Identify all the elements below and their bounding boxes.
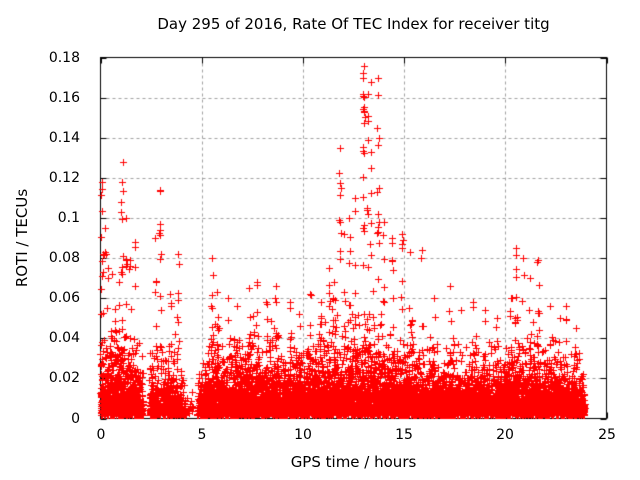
x-tick-label: 10 xyxy=(294,427,312,443)
x-tick-label: 5 xyxy=(197,427,207,443)
x-axis-label: GPS time / hours xyxy=(290,453,417,471)
y-tick-label: 0.08 xyxy=(48,250,80,266)
x-tick-label: 20 xyxy=(496,427,514,443)
y-tick-label: 0.12 xyxy=(48,170,80,186)
chart-title: Day 295 of 2016, Rate Of TEC Index for r… xyxy=(157,15,550,33)
y-tick-label: 0.04 xyxy=(48,330,80,346)
y-tick-label: 0.18 xyxy=(48,50,80,66)
x-tick-label: 0 xyxy=(96,427,106,443)
x-tick-label: 25 xyxy=(598,427,616,443)
y-tick-label: 0.14 xyxy=(48,130,80,146)
y-tick-label: 0.16 xyxy=(48,90,80,106)
y-tick-label: 0 xyxy=(71,411,80,427)
y-tick-label: 0.02 xyxy=(48,370,80,386)
y-tick-label: 0.06 xyxy=(48,290,80,306)
y-tick-label: 0.1 xyxy=(57,210,80,226)
x-tick-label: 15 xyxy=(395,427,413,443)
